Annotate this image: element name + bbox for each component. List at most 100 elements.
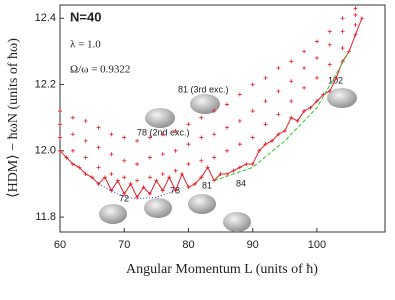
data-point xyxy=(135,138,140,143)
data-point xyxy=(244,162,249,167)
data-point xyxy=(173,148,178,153)
data-point xyxy=(135,195,140,200)
data-point xyxy=(70,115,75,120)
data-point xyxy=(263,75,268,80)
data-point xyxy=(250,109,255,114)
data-point xyxy=(96,145,101,150)
data-point xyxy=(269,138,274,143)
data-point xyxy=(147,155,152,160)
data-point xyxy=(199,158,204,163)
data-point xyxy=(90,175,95,180)
data-point xyxy=(224,148,229,153)
data-point xyxy=(276,112,281,117)
data-point xyxy=(302,65,307,70)
data-point xyxy=(83,155,88,160)
data-point xyxy=(237,92,242,97)
vortex-images xyxy=(99,88,357,232)
data-point xyxy=(340,16,345,21)
data-point xyxy=(237,165,242,170)
data-point xyxy=(314,99,319,104)
data-point xyxy=(289,115,294,120)
data-point xyxy=(173,128,178,133)
data-point xyxy=(353,22,358,27)
data-point xyxy=(231,168,236,173)
data-point xyxy=(353,12,358,17)
data-point xyxy=(186,162,191,167)
subtitle: λ = 1.0 xyxy=(70,39,101,51)
annotation: 78 (2nd exc.) xyxy=(137,127,190,137)
x-tick-label: 70 xyxy=(118,239,130,251)
data-point xyxy=(154,178,159,183)
data-point xyxy=(83,172,88,177)
data-point xyxy=(147,175,152,180)
plot-frame xyxy=(59,4,386,233)
data-point xyxy=(160,172,165,177)
data-point xyxy=(340,46,345,51)
data-point xyxy=(160,188,165,193)
data-point xyxy=(302,85,307,90)
data-point xyxy=(212,109,217,114)
data-point xyxy=(276,65,281,70)
data-point xyxy=(295,118,300,123)
data-point xyxy=(186,142,191,147)
data-point xyxy=(58,135,62,140)
series-line xyxy=(59,18,363,199)
data-point xyxy=(173,188,178,193)
data-point xyxy=(135,162,140,167)
annotation: 72 xyxy=(119,193,129,203)
data-point xyxy=(64,155,69,160)
chart-title: N=40 xyxy=(70,9,101,24)
annotation: 81 xyxy=(202,180,212,190)
data-point xyxy=(109,152,114,157)
data-point xyxy=(199,135,204,140)
data-point xyxy=(128,181,133,186)
x-tick-label: 100 xyxy=(308,239,326,251)
data-point xyxy=(224,125,229,130)
data-point xyxy=(237,142,242,147)
data-point xyxy=(289,59,294,64)
data-point xyxy=(186,185,191,190)
data-point xyxy=(102,175,107,180)
y-axis-label: ⟨HDM⟩ − ħωN (units of ħω) xyxy=(6,38,21,198)
data-point xyxy=(70,148,75,153)
data-point xyxy=(224,172,229,177)
data-point xyxy=(212,155,217,160)
data-point xyxy=(218,172,223,177)
data-point xyxy=(263,99,268,104)
data-point xyxy=(58,148,62,153)
data-point xyxy=(83,138,88,143)
data-point xyxy=(321,92,326,97)
data-point xyxy=(302,49,307,54)
data-point xyxy=(224,102,229,107)
data-point xyxy=(122,158,127,163)
data-point xyxy=(135,178,140,183)
data-point xyxy=(147,135,152,140)
data-point xyxy=(302,109,307,114)
data-point xyxy=(199,175,204,180)
data-point xyxy=(192,181,197,186)
data-point xyxy=(308,105,313,110)
data-point xyxy=(58,122,62,127)
data-point xyxy=(263,122,268,127)
data-point xyxy=(359,16,364,21)
data-point xyxy=(96,125,101,130)
series-line xyxy=(213,51,350,182)
data-point xyxy=(160,152,165,157)
data-point xyxy=(289,79,294,84)
data-point xyxy=(122,135,127,140)
data-point xyxy=(250,162,255,167)
data-point xyxy=(250,135,255,140)
data-point xyxy=(327,29,332,34)
data-point xyxy=(122,175,127,180)
data-point xyxy=(167,175,172,180)
data-point xyxy=(109,132,114,137)
data-point xyxy=(340,29,345,34)
data-point xyxy=(205,165,210,170)
x-tick-label: 90 xyxy=(247,239,259,251)
data-point xyxy=(314,75,319,80)
data-point xyxy=(70,162,75,167)
y-tick-label: 11.8 xyxy=(35,211,56,223)
annotation: 81 (3rd exc.) xyxy=(178,84,229,94)
data-point xyxy=(257,148,262,153)
